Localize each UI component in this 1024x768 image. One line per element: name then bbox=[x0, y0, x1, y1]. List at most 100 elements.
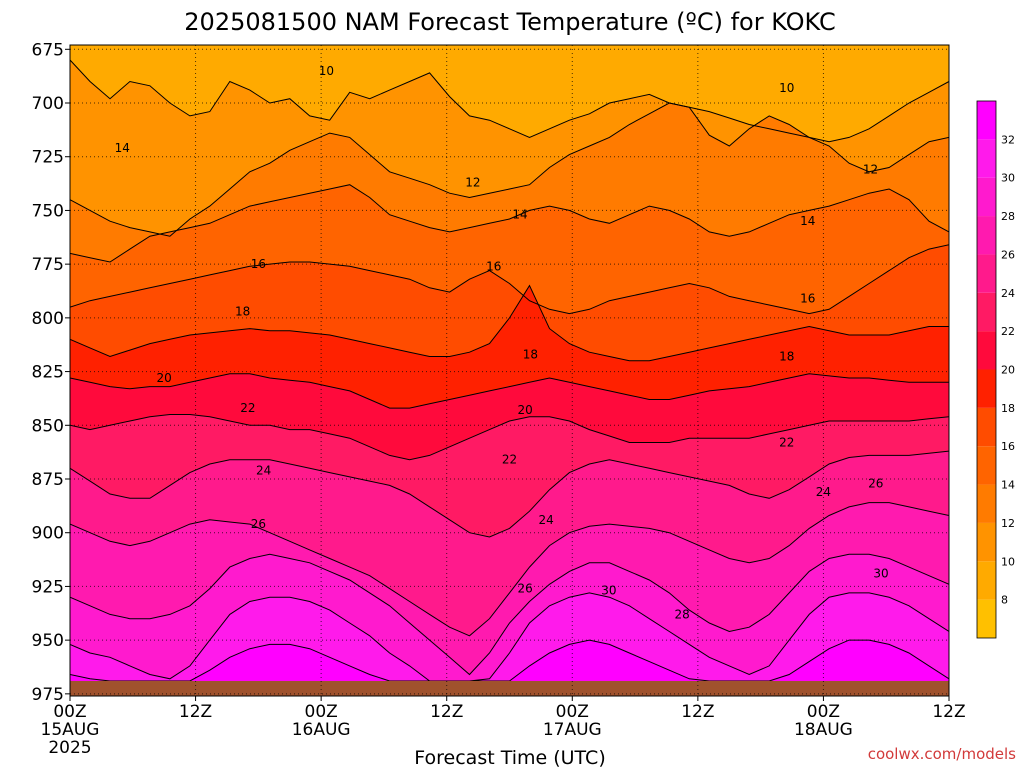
isotherm-20 bbox=[70, 373, 949, 409]
colorbar-legend: 8 10 12 14 16 18 20 22 24 26 28 30 32 bbox=[976, 100, 1015, 639]
colorbar-bin-10 bbox=[977, 522, 996, 562]
contour-label: 20 bbox=[518, 403, 533, 417]
colorbar-tick-label: 16 bbox=[1001, 440, 1015, 453]
contour-label: 24 bbox=[256, 463, 271, 477]
colorbar-tick-label: 26 bbox=[1001, 248, 1015, 261]
colorbar-tick-label: 12 bbox=[1001, 517, 1015, 530]
colorbar-frame bbox=[976, 100, 997, 639]
y-tick-label: 975 bbox=[32, 685, 64, 705]
contour-label: 26 bbox=[518, 582, 533, 596]
temperature-fill-bands bbox=[70, 45, 949, 696]
y-tick-label: 750 bbox=[32, 201, 64, 221]
contour-label: 16 bbox=[486, 259, 501, 273]
colorbar-bin-28 bbox=[977, 177, 996, 217]
x-tick-label: 00Z bbox=[807, 702, 840, 722]
x-tick-label: 15AUG bbox=[41, 720, 100, 740]
chart-title: 2025081500 NAM Forecast Temperature (ºC)… bbox=[184, 8, 835, 36]
contour-label: 10 bbox=[779, 81, 794, 95]
x-tick-label: 2025 bbox=[48, 738, 91, 758]
contour-label: 16 bbox=[800, 292, 815, 306]
x-axis-title: Forecast Time (UTC) bbox=[414, 747, 605, 768]
colorbar-tick-label: 22 bbox=[1001, 325, 1015, 338]
contour-label: 30 bbox=[601, 584, 616, 598]
contour-label: 24 bbox=[538, 513, 553, 527]
contour-label: 18 bbox=[523, 347, 538, 361]
x-tick-label: 18AUG bbox=[794, 720, 853, 740]
y-tick-label: 850 bbox=[32, 416, 64, 436]
x-tick-label: 12Z bbox=[932, 702, 965, 722]
contour-label: 26 bbox=[251, 517, 266, 531]
colorbar-bin-20 bbox=[977, 331, 996, 370]
y-tick-label: 725 bbox=[32, 148, 64, 168]
contour-label: 14 bbox=[115, 141, 130, 155]
x-tick-label: 12Z bbox=[681, 702, 714, 722]
x-tick-label: 00Z bbox=[556, 702, 589, 722]
contour-label: 26 bbox=[868, 476, 883, 490]
contour-label: 16 bbox=[251, 257, 266, 271]
x-tick-label: 12Z bbox=[430, 702, 463, 722]
x-tick-label: 00Z bbox=[53, 702, 86, 722]
isotherm-18 bbox=[70, 284, 949, 362]
contour-label: 30 bbox=[873, 567, 888, 581]
isotherm-14 bbox=[70, 184, 949, 263]
contour-label: 22 bbox=[240, 401, 255, 415]
y-tick-label: 900 bbox=[32, 524, 64, 544]
colorbar-tick-label: 8 bbox=[1001, 594, 1008, 607]
colorbar-bin-24 bbox=[977, 254, 996, 293]
x-tick-label: 17AUG bbox=[543, 720, 602, 740]
x-tick-label: 16AUG bbox=[292, 720, 351, 740]
contour-label: 24 bbox=[816, 485, 831, 499]
y-tick-label: 775 bbox=[32, 255, 64, 275]
contour-label: 12 bbox=[465, 176, 480, 190]
colorbar-tick-label: 30 bbox=[1001, 172, 1015, 185]
colorbar-tick-label: 32 bbox=[1001, 133, 1015, 146]
y-tick-label: 875 bbox=[32, 470, 64, 490]
colorbar-tick-label: 10 bbox=[1001, 555, 1015, 568]
contour-labels: 10 10 12 12 14 14 14 16 16 16 18 18 18 20 20 22 22 22 24 24… bbox=[115, 64, 889, 622]
contour-label: 14 bbox=[512, 208, 527, 222]
y-tick-label: 925 bbox=[32, 577, 64, 597]
contour-label: 22 bbox=[779, 435, 794, 449]
colorbar-tick-label: 20 bbox=[1001, 364, 1015, 377]
contour-label: 10 bbox=[319, 64, 334, 78]
colorbar-bin-6 bbox=[977, 599, 996, 638]
credit-text: coolwx.com/models bbox=[868, 745, 1016, 763]
isotherm-10 bbox=[70, 59, 949, 143]
colorbar-bin-8 bbox=[977, 561, 996, 600]
colorbar-bin-12 bbox=[977, 484, 996, 523]
y-tick-label: 675 bbox=[32, 40, 64, 60]
surface-ground-band bbox=[70, 680, 949, 696]
isotherm-24 bbox=[70, 450, 949, 538]
isotherm-28 bbox=[70, 553, 949, 676]
y-axis: 675 700 725 750 775 800 825 850 875 900 925 950 975 bbox=[32, 40, 70, 705]
colorbar-bin-22 bbox=[977, 292, 996, 332]
colorbar-bin-32 bbox=[977, 101, 996, 140]
contour-label: 28 bbox=[675, 607, 690, 621]
isotherm-12 bbox=[70, 102, 949, 237]
contour-label: 18 bbox=[779, 350, 794, 364]
contour-label: 22 bbox=[502, 453, 517, 467]
isotherm-contours bbox=[70, 59, 949, 682]
colorbar-bin-26 bbox=[977, 216, 996, 255]
colorbar-tick-label: 28 bbox=[1001, 210, 1015, 223]
colorbar-tick-label: 18 bbox=[1001, 402, 1015, 415]
isotherm-16 bbox=[70, 244, 949, 315]
y-tick-label: 800 bbox=[32, 309, 64, 329]
colorbar-bin-14 bbox=[977, 446, 996, 485]
x-tick-label: 12Z bbox=[179, 702, 212, 722]
x-tick-label: 00Z bbox=[305, 702, 338, 722]
colorbar-tick-label: 14 bbox=[1001, 479, 1015, 492]
y-tick-label: 950 bbox=[32, 631, 64, 651]
y-tick-label: 825 bbox=[32, 363, 64, 383]
colorbar-bin-16 bbox=[977, 407, 996, 447]
contour-label: 14 bbox=[800, 214, 815, 228]
y-tick-label: 700 bbox=[32, 94, 64, 114]
isotherm-30 bbox=[70, 592, 949, 682]
contour-label: 12 bbox=[863, 163, 878, 177]
colorbar-bin-30 bbox=[977, 139, 996, 178]
plot-frame bbox=[69, 44, 950, 697]
isotherm-22 bbox=[70, 414, 949, 461]
isotherm-26 bbox=[70, 502, 949, 637]
